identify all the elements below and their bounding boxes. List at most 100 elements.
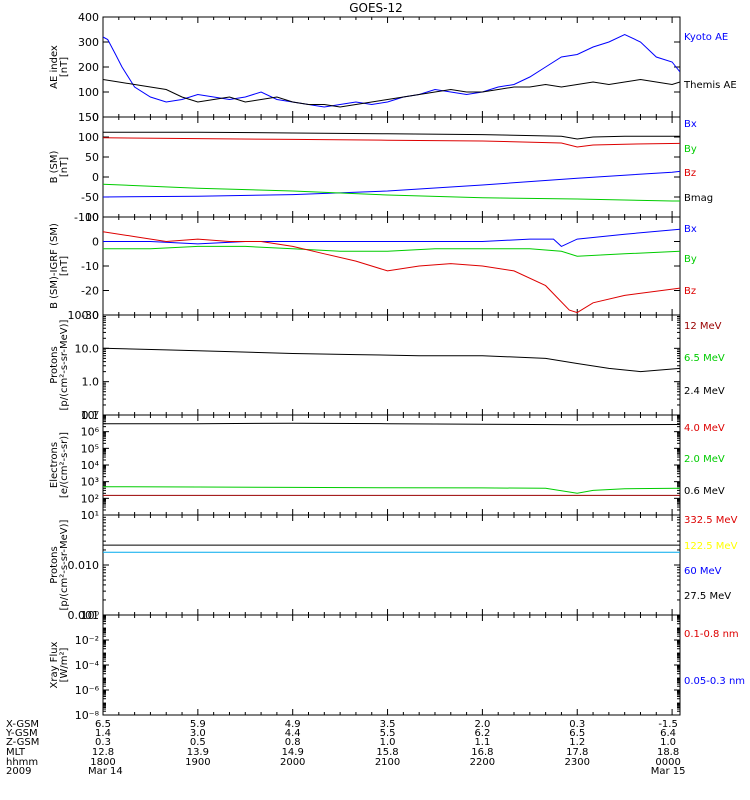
- ephemeris-value: 1800: [90, 757, 115, 768]
- ephemeris-value: 4.4: [285, 728, 301, 739]
- series-group: [103, 422, 680, 496]
- ephemeris-value: 0.3: [569, 719, 585, 730]
- ephemeris-value: 13.9: [187, 747, 209, 758]
- series-line-bz: [103, 137, 680, 148]
- y-axis-label: [nT]: [59, 256, 70, 276]
- y-axis-label: [nT]: [59, 157, 70, 177]
- legend-entry: Bz: [684, 286, 696, 297]
- series-line-2-0-mev: [103, 486, 680, 494]
- ephemeris-value: 5.9: [190, 719, 206, 730]
- panel-frame: [102, 514, 681, 616]
- y-tick-label: 10⁴: [81, 459, 100, 472]
- y-tick-label: 10²: [81, 492, 99, 505]
- y-axis-label: B (SM): [49, 150, 60, 183]
- y-tick-label: 0: [92, 236, 99, 249]
- panel-7: 10⁻⁸ 10⁻⁶ 10⁻⁴ 10⁻² 10⁰ Xray Flux [W/m²] 0.1-0.…: [49, 609, 745, 722]
- y-tick-label: 10⁻⁸: [75, 709, 100, 722]
- ephemeris-value: Mar 15: [651, 766, 686, 777]
- y-tick-label: -30: [81, 309, 99, 322]
- ephemeris-value: 1.1: [474, 737, 490, 748]
- ephemeris-value: 0.5: [190, 737, 206, 748]
- legend-entry: 6.5 MeV: [684, 353, 725, 364]
- y-tick-label: 50: [85, 151, 99, 164]
- ephemeris-row-label: X-GSM: [6, 719, 39, 730]
- y-tick-label: 10.0: [75, 342, 100, 355]
- y-axis-label: AE index: [49, 45, 60, 89]
- legend-entry: 2.0 MeV: [684, 454, 725, 465]
- series-line-by: [103, 183, 680, 202]
- ephemeris-table: X-GSMY-GSMZ-GSMMLThhmm20096.51.40.312.81…: [5, 719, 685, 777]
- ephemeris-row-label: 2009: [6, 766, 31, 777]
- legend-entry: 0.6 MeV: [684, 486, 725, 497]
- ephemeris-value: 1.2: [569, 737, 585, 748]
- y-tick-label: 10³: [81, 476, 99, 489]
- legend-entry: 4.0 MeV: [684, 423, 725, 434]
- ephemeris-value: 5.5: [380, 728, 396, 739]
- ephemeris-value: 0000: [655, 757, 680, 768]
- y-axis-label: [p/(cm²-s-sr-MeV)]: [59, 519, 70, 610]
- ephemeris-value: 12.8: [92, 747, 114, 758]
- legend-entry: Bz: [684, 168, 696, 179]
- legend-entry: 12 MeV: [684, 321, 722, 332]
- panel-4: 0.1 1.0 10.0 100.0 Protons [p/(cm²-s-sr-MeV)]…: [49, 309, 725, 422]
- y-axis-label: [nT]: [59, 57, 70, 77]
- ephemeris-value: 6.2: [474, 728, 490, 739]
- y-tick-label: -50: [81, 191, 99, 204]
- ephemeris-value: 0.8: [285, 737, 301, 748]
- y-tick-label: 10: [85, 211, 99, 224]
- ephemeris-row-label: MLT: [6, 747, 26, 758]
- ephemeris-value: Mar 14: [88, 766, 123, 777]
- panel-frame: [102, 314, 681, 416]
- ephemeris-value: 6.5: [95, 719, 111, 730]
- series-line-kyoto-ae: [103, 33, 680, 108]
- y-axis-label: Electrons: [49, 442, 60, 488]
- series-group: [103, 33, 680, 108]
- y-tick-label: 10⁷: [81, 409, 99, 422]
- y-tick-label: 0: [92, 171, 99, 184]
- ephemeris-value: 2.0: [474, 719, 490, 730]
- y-axis-label: B (SM)-IGRF (SM): [49, 223, 60, 309]
- series-group: [103, 131, 680, 202]
- legend-entry: Bx: [684, 224, 697, 235]
- y-tick-label: -100: [74, 211, 99, 224]
- panel-5: 10¹ 10² 10³ 10⁴ 10⁵ 10⁶ 10⁷ Electrons [e/(cm²-s-…: [49, 409, 725, 522]
- series-line-bmag: [103, 131, 680, 140]
- legend-entry: By: [684, 254, 697, 265]
- legend-entry: Themis AE: [683, 80, 737, 91]
- legend-entry: By: [684, 144, 697, 155]
- panel-frame: [102, 216, 681, 316]
- panel-frame: [102, 414, 681, 516]
- plot-title: GOES-12: [349, 1, 403, 15]
- legend-entry: Bmag: [684, 193, 713, 204]
- y-tick-label: -20: [81, 285, 99, 298]
- ephemeris-value: 17.8: [566, 747, 588, 758]
- ephemeris-value: 15.8: [376, 747, 398, 758]
- y-tick-label: 10⁻²: [75, 634, 99, 647]
- y-tick-label: 0.001: [68, 609, 100, 622]
- y-tick-label: 100: [78, 131, 99, 144]
- ephemeris-value: 6.5: [569, 728, 585, 739]
- y-tick-label: 10⁻⁶: [75, 684, 100, 697]
- series-line-0-6-mev: [103, 422, 680, 426]
- ephemeris-value: 14.9: [282, 747, 304, 758]
- series-group: [103, 347, 680, 373]
- panel-1: 0 100 200 300 400 AE index [nT] Kyoto AE Themis …: [49, 11, 737, 124]
- ephemeris-value: 3.5: [380, 719, 396, 730]
- y-axis-label: [e/(cm²-s-sr)]: [59, 432, 70, 498]
- ephemeris-value: 18.8: [657, 747, 679, 758]
- series-line-themis-ae: [103, 78, 680, 108]
- y-axis-label: Protons: [49, 346, 60, 383]
- y-axis-label: Protons: [49, 546, 60, 583]
- y-axis-label: [p/(cm²-s-sr-MeV)]: [59, 319, 70, 410]
- panel-frame: [102, 16, 681, 118]
- ephemeris-row-label: Z-GSM: [6, 737, 39, 748]
- y-tick-label: 100: [78, 86, 99, 99]
- legend-entry: 122.5 MeV: [684, 541, 738, 552]
- y-tick-label: 1.0: [82, 376, 100, 389]
- legend-entry: 0.1-0.8 nm: [684, 629, 739, 640]
- y-tick-label: 100.0: [68, 309, 100, 322]
